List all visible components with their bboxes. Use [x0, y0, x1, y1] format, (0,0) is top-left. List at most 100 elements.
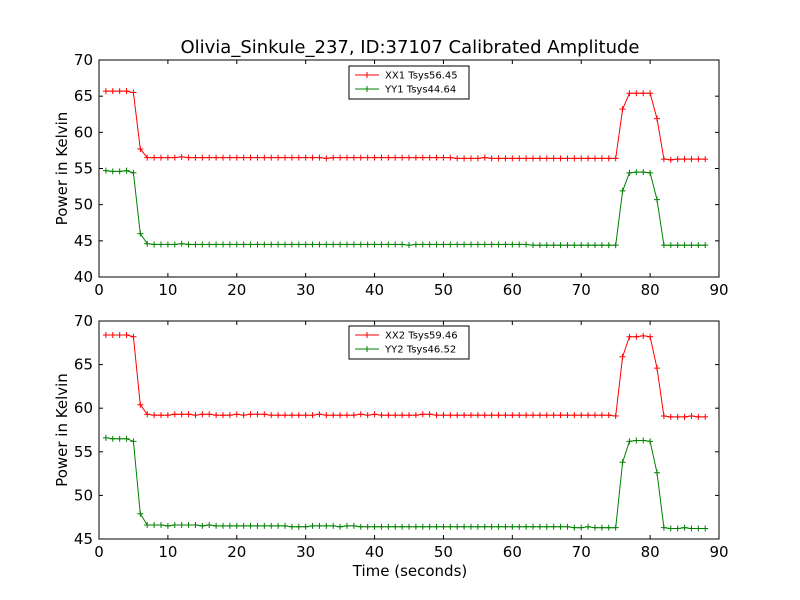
data-point [164, 412, 171, 419]
data-point [309, 154, 316, 161]
x-axis-label: Time (seconds) [352, 562, 468, 580]
x-tick-label: 90 [709, 281, 728, 299]
data-point [578, 155, 585, 162]
data-point [357, 523, 364, 530]
data-point [702, 413, 709, 420]
data-point [543, 412, 550, 419]
data-point [564, 242, 571, 249]
data-point [268, 154, 275, 161]
data-point [461, 412, 468, 419]
data-point [592, 242, 598, 249]
y-axis-label: Power in Kelvin [53, 373, 71, 487]
data-point [330, 522, 337, 529]
data-point [667, 156, 674, 163]
data-point [474, 523, 481, 530]
data-point [654, 469, 660, 476]
data-point [116, 331, 123, 338]
data-point [392, 154, 399, 161]
data-point [592, 412, 598, 419]
data-point [254, 522, 261, 529]
data-point [302, 241, 309, 248]
data-point [220, 522, 226, 529]
data-point [330, 412, 337, 419]
data-point [164, 241, 171, 248]
x-tick-label: 60 [503, 281, 522, 299]
data-point [275, 522, 282, 529]
data-point [474, 241, 481, 248]
data-point [543, 523, 550, 530]
data-point [109, 435, 116, 442]
data-point [585, 155, 592, 162]
data-point [309, 522, 316, 529]
data-point [647, 90, 654, 97]
data-point [406, 523, 412, 530]
data-point [543, 242, 550, 249]
data-point [344, 241, 350, 248]
data-point [378, 523, 385, 530]
data-point [385, 523, 392, 530]
data-point [378, 154, 385, 161]
x-tick-label: 40 [365, 281, 384, 299]
data-point [151, 522, 158, 529]
data-point [137, 401, 144, 408]
data-point [137, 510, 144, 517]
data-point [378, 241, 385, 248]
data-point [130, 89, 137, 96]
data-point [488, 155, 495, 162]
data-point [509, 523, 516, 530]
x-tick-label: 30 [296, 543, 315, 561]
data-point [488, 523, 495, 530]
data-point [268, 412, 275, 419]
data-point [158, 154, 164, 161]
legend-label: YY2 Tsys46.52 [384, 345, 456, 356]
data-point [233, 154, 240, 161]
data-point [254, 241, 261, 248]
series-line-1 [105, 437, 706, 529]
data-point [323, 412, 330, 419]
data-point [592, 155, 598, 162]
data-point [337, 523, 344, 530]
data-point [344, 154, 350, 161]
data-point [695, 525, 702, 532]
data-point [502, 241, 509, 248]
data-point [419, 411, 426, 418]
data-point [502, 155, 509, 162]
data-point [316, 411, 323, 418]
data-point [481, 412, 488, 419]
legend-marker [364, 346, 370, 352]
data-point [523, 241, 530, 248]
data-point [206, 411, 213, 418]
legend-label: XX1 Tsys56.45 [385, 71, 458, 82]
data-point [399, 412, 406, 419]
data-point [612, 524, 619, 531]
data-point [681, 156, 688, 163]
data-point [468, 412, 474, 419]
data-point [633, 90, 640, 97]
data-point [344, 412, 350, 419]
data-point [695, 413, 702, 420]
legend-box [348, 65, 470, 100]
data-point [226, 412, 233, 419]
data-point [571, 242, 578, 249]
data-point [158, 241, 164, 248]
data-point [350, 241, 357, 248]
data-point [151, 241, 158, 248]
data-point [364, 523, 371, 530]
data-point [275, 412, 282, 419]
data-point [178, 522, 185, 529]
data-point [302, 523, 309, 530]
x-tick-label: 50 [434, 543, 453, 561]
data-point [626, 333, 633, 340]
data-point [254, 411, 261, 418]
data-point [454, 523, 461, 530]
x-tick-label: 0 [94, 543, 104, 561]
data-point [674, 156, 681, 163]
data-point [337, 412, 344, 419]
data-point [206, 154, 213, 161]
data-point [102, 88, 109, 95]
data-point [674, 413, 681, 420]
data-point [392, 523, 399, 530]
data-point [688, 242, 695, 249]
x-tick-label: 80 [641, 281, 660, 299]
data-point [516, 412, 523, 419]
